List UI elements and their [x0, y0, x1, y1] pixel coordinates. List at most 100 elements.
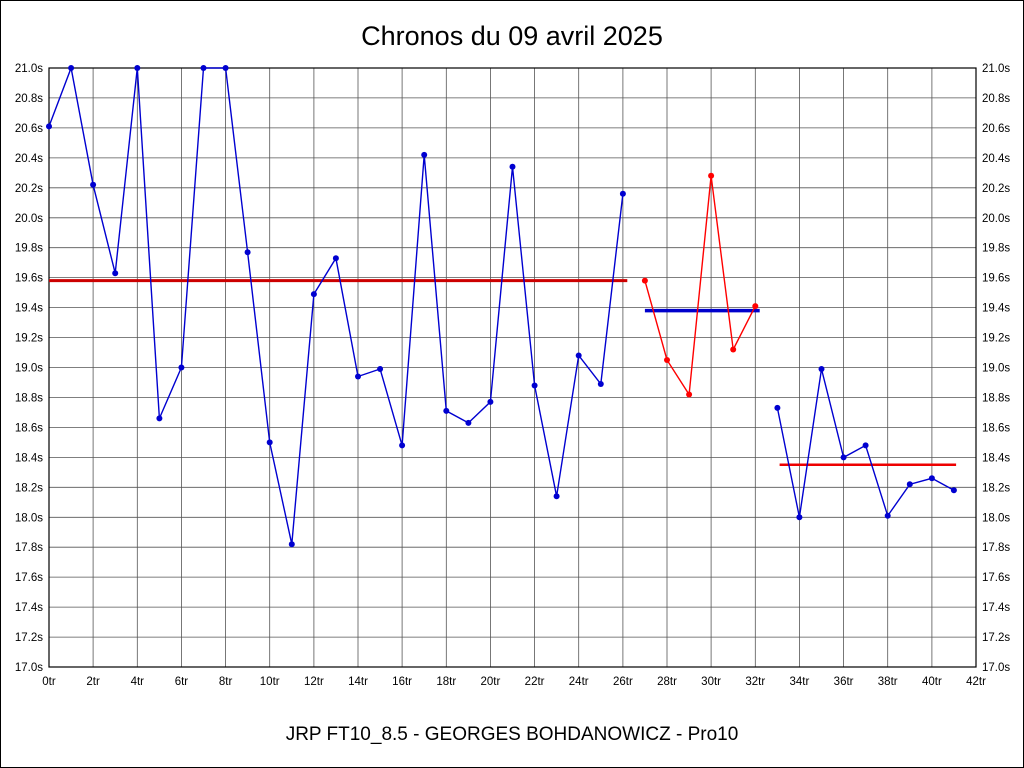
y-tick-label-left: 17.2s: [15, 632, 43, 644]
data-point: [178, 364, 185, 371]
x-tick-label: 20tr: [480, 676, 500, 688]
data-point: [553, 493, 560, 500]
data-point: [950, 487, 957, 494]
data-point: [641, 277, 648, 284]
y-tick-label-left: 17.8s: [15, 542, 43, 554]
data-point: [818, 366, 825, 372]
y-tick-label-right: 17.4s: [982, 602, 1010, 614]
data-point: [597, 381, 604, 387]
y-tick-label-left: 20.2s: [15, 183, 43, 195]
x-tick-label: 32tr: [745, 676, 765, 688]
y-tick-label-left: 19.6s: [15, 273, 43, 285]
x-tick-label: 30tr: [701, 676, 721, 688]
x-tick-label: 0tr: [42, 676, 56, 688]
data-point: [266, 439, 273, 446]
data-point: [796, 514, 803, 521]
data-point: [355, 373, 361, 380]
x-tick-label: 40tr: [922, 676, 942, 688]
y-tick-label-right: 17.2s: [982, 632, 1010, 644]
data-point: [531, 382, 538, 389]
data-point: [288, 541, 295, 548]
x-tick-label: 18tr: [436, 676, 456, 688]
data-point: [46, 123, 52, 130]
y-tick-label-right: 21.0s: [982, 63, 1010, 75]
chart-title: Chronos du 09 avril 2025: [361, 21, 663, 51]
x-tick-label: 28tr: [657, 676, 677, 688]
x-tick-label: 22tr: [525, 676, 545, 688]
y-tick-label-right: 18.8s: [982, 392, 1010, 404]
y-tick-label-left: 18.2s: [15, 482, 43, 494]
x-tick-label: 26tr: [613, 676, 633, 688]
data-point: [465, 419, 472, 426]
data-point: [774, 404, 781, 411]
data-point: [68, 65, 75, 71]
y-tick-label-right: 17.0s: [982, 662, 1010, 674]
data-point: [862, 442, 869, 449]
data-point: [840, 454, 847, 461]
data-point: [906, 481, 913, 488]
y-tick-label-left: 18.0s: [15, 512, 43, 524]
data-point: [884, 512, 891, 519]
y-tick-label-left: 21.0s: [15, 63, 43, 75]
x-tick-label: 10tr: [260, 676, 280, 688]
y-tick-label-right: 20.6s: [982, 123, 1010, 135]
y-tick-label-right: 18.2s: [982, 482, 1010, 494]
x-tick-label: 24tr: [569, 676, 589, 688]
y-tick-label-right: 19.2s: [982, 333, 1010, 345]
y-tick-label-left: 17.6s: [15, 572, 43, 584]
y-tick-label-left: 20.0s: [15, 213, 43, 225]
data-point: [399, 442, 406, 449]
data-point: [156, 415, 163, 422]
y-tick-label-right: 19.8s: [982, 243, 1010, 255]
y-tick-label-right: 17.6s: [982, 572, 1010, 584]
y-tick-label-right: 20.4s: [982, 153, 1010, 165]
series-laps-segment-1-blue: [48, 65, 624, 545]
data-point: [244, 249, 251, 256]
x-tick-label: 34tr: [789, 676, 809, 688]
x-tick-label: 2tr: [86, 676, 100, 688]
data-point: [112, 270, 119, 277]
y-tick-label-left: 19.8s: [15, 243, 43, 255]
data-point: [200, 65, 207, 71]
y-tick-label-right: 20.8s: [982, 93, 1010, 105]
y-tick-label-left: 18.4s: [15, 452, 43, 464]
x-tick-label: 14tr: [348, 676, 368, 688]
x-tick-label: 38tr: [878, 676, 898, 688]
data-point: [730, 346, 737, 353]
data-point: [509, 163, 516, 170]
y-tick-label-right: 19.4s: [982, 303, 1010, 315]
x-tick-label: 6tr: [175, 676, 189, 688]
series-laps-segment-2-red: [644, 175, 756, 397]
chart-footer: JRP FT10_8.5 - GEORGES BOHDANOWICZ - Pro…: [285, 724, 739, 745]
data-point: [487, 398, 494, 405]
data-point: [310, 291, 317, 298]
y-tick-label-right: 20.0s: [982, 213, 1010, 225]
x-tick-label: 4tr: [131, 676, 145, 688]
data-point: [134, 65, 141, 71]
data-point: [377, 366, 384, 372]
y-tick-label-left: 20.4s: [15, 153, 43, 165]
y-tick-label-right: 18.6s: [982, 422, 1010, 434]
data-point: [443, 407, 450, 414]
y-tick-label-right: 19.0s: [982, 363, 1010, 375]
data-point: [928, 475, 935, 482]
data-point: [421, 151, 428, 158]
y-tick-label-left: 19.0s: [15, 363, 43, 375]
y-tick-label-left: 17.4s: [15, 602, 43, 614]
x-tick-label: 16tr: [392, 676, 412, 688]
data-point: [332, 255, 339, 262]
x-tick-label: 12tr: [304, 676, 324, 688]
y-tick-label-right: 20.2s: [982, 183, 1010, 195]
x-tick-label: 36tr: [834, 676, 854, 688]
y-tick-label-left: 20.8s: [15, 93, 43, 105]
y-tick-label-left: 18.8s: [15, 392, 43, 404]
y-tick-label-left: 20.6s: [15, 123, 43, 135]
data-point: [752, 303, 759, 310]
y-tick-label-right: 18.0s: [982, 512, 1010, 524]
y-tick-label-right: 19.6s: [982, 273, 1010, 285]
data-point: [664, 357, 670, 363]
x-tick-label: 8tr: [219, 676, 233, 688]
y-tick-label-right: 18.4s: [982, 452, 1010, 464]
